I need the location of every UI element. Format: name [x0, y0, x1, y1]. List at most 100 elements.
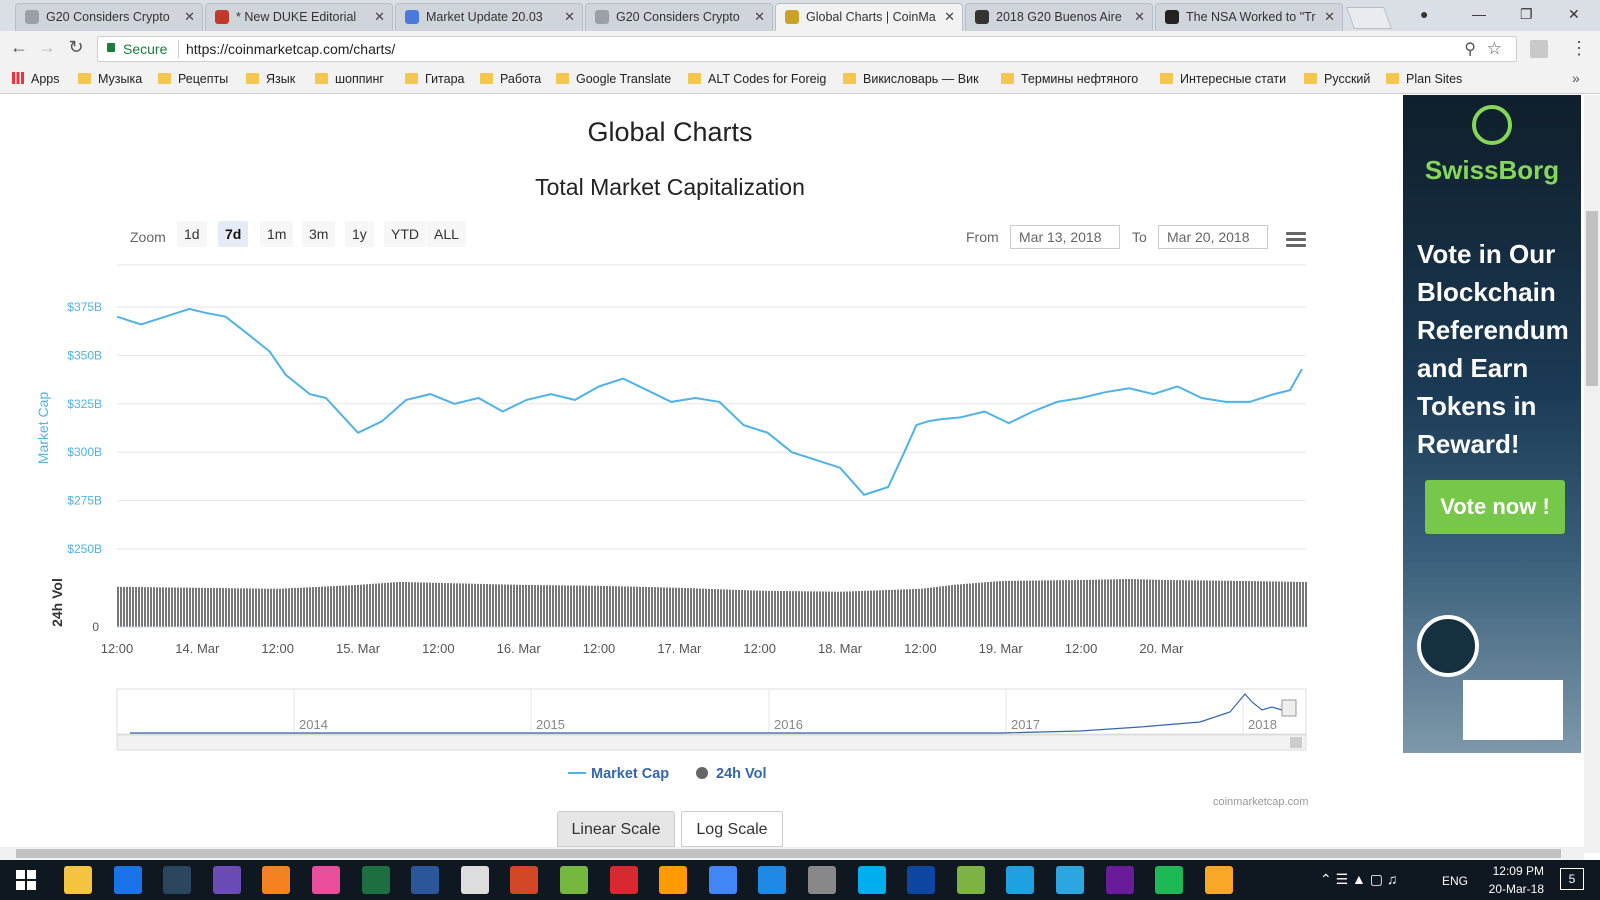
file-explorer-icon[interactable]	[64, 866, 92, 894]
app-icon[interactable]	[1105, 866, 1134, 894]
chart-menu-icon[interactable]	[1286, 232, 1306, 250]
app-icon[interactable]	[808, 866, 836, 894]
browser-tab[interactable]: G20 Considers Crypto ✕	[15, 3, 203, 31]
reload-icon[interactable]: ↻	[68, 37, 84, 57]
tab-close-icon[interactable]: ✕	[1134, 9, 1145, 24]
app-icon[interactable]	[758, 866, 787, 894]
market-cap-line[interactable]	[116, 307, 1303, 496]
browser-tab[interactable]: The NSA Worked to "Tr ✕	[1155, 3, 1343, 31]
app-icon[interactable]	[956, 866, 985, 894]
to-date-input[interactable]: Mar 20, 2018	[1158, 225, 1268, 249]
system-tray-icons[interactable]: ⌃ ☰ ▲ ▢ ♫	[1320, 871, 1398, 887]
app-icon[interactable]	[1204, 866, 1233, 894]
legend-market-cap[interactable]: Market Cap	[568, 766, 669, 782]
bookmark-item[interactable]: Русский	[1304, 72, 1370, 86]
app-icon[interactable]	[1006, 866, 1035, 894]
from-date-input[interactable]: Mar 13, 2018	[1010, 225, 1120, 249]
bookmark-item[interactable]: Язык	[246, 72, 295, 86]
malwarebytes-icon[interactable]	[907, 866, 936, 894]
bookmark-item[interactable]: Музыка	[78, 72, 142, 86]
bookmark-item[interactable]: Plan Sites	[1386, 72, 1462, 86]
vertical-scroll-thumb[interactable]	[1586, 211, 1598, 386]
bookmark-item[interactable]: Интересные стати	[1160, 72, 1286, 86]
steam-icon[interactable]	[163, 866, 192, 894]
utorrent-icon[interactable]	[560, 866, 588, 894]
bookmark-item[interactable]: ALT Codes for Foreig	[688, 72, 826, 86]
tab-close-icon[interactable]: ✕	[374, 9, 385, 24]
excel-icon[interactable]	[361, 866, 390, 894]
skype-icon[interactable]	[857, 866, 886, 894]
navigator-scrollbar[interactable]	[116, 734, 1307, 751]
volume-bar	[1152, 579, 1154, 627]
language-indicator[interactable]: ENG	[1442, 874, 1469, 888]
bookmark-item[interactable]: Рецепты	[158, 72, 228, 86]
volume-bar	[1287, 581, 1289, 627]
browser-tab[interactable]: * New DUKE Editorial ✕	[205, 3, 393, 31]
start-windows-icon[interactable]	[16, 870, 36, 890]
linear-scale-button[interactable]: Linear Scale	[557, 811, 675, 847]
bookmark-item[interactable]: Google Translate	[556, 72, 671, 86]
zoom-button-3m[interactable]: 3m	[302, 221, 336, 247]
browser-tab[interactable]: G20 Considers Crypto ✕	[585, 3, 773, 31]
close-window-icon[interactable]: ✕	[1568, 6, 1580, 22]
clock-date[interactable]: 20-Mar-18	[1488, 882, 1544, 896]
zoom-button-1y[interactable]: 1y	[345, 221, 374, 247]
vlc-icon[interactable]	[262, 866, 291, 894]
powerpoint-icon[interactable]	[510, 866, 539, 894]
swissborg-ad[interactable]: SwissBorg Vote in Our Blockchain Referen…	[1403, 95, 1581, 753]
spotify-icon[interactable]	[1155, 866, 1184, 894]
browser-menu-icon[interactable]: ⋮	[1570, 38, 1588, 58]
zoom-button-1d[interactable]: 1d	[177, 221, 207, 247]
app-icon[interactable]	[212, 866, 241, 894]
extension-icon[interactable]	[1530, 40, 1548, 58]
zoom-button-ytd[interactable]: YTD	[384, 221, 426, 247]
zoom-button-all[interactable]: ALL	[427, 221, 466, 247]
itunes-icon[interactable]	[312, 866, 340, 894]
back-icon[interactable]: ←	[10, 37, 28, 57]
bookmark-item[interactable]: Работа	[480, 72, 541, 86]
tab-close-icon[interactable]: ✕	[564, 9, 575, 24]
bookmark-star-icon[interactable]: ☆	[1486, 39, 1502, 58]
bookmark-item[interactable]: Викисловарь — Вик	[843, 72, 979, 86]
more-bookmarks-icon[interactable]: »	[1572, 70, 1580, 86]
maximize-icon[interactable]: ❐	[1520, 6, 1533, 22]
market-cap-chart[interactable]: $375B $350B $325B $300B $275B $250B Market Cap…	[0, 0, 1340, 760]
zoom-icon[interactable]: ⚲	[1464, 41, 1476, 58]
chart-credit[interactable]: coinmarketcap.com	[1213, 796, 1309, 808]
acrobat-icon[interactable]	[609, 866, 638, 894]
mail-icon[interactable]	[460, 866, 489, 894]
bookmark-item[interactable]: Apps	[12, 72, 60, 86]
tab-close-icon[interactable]: ✕	[184, 9, 195, 24]
tab-close-icon[interactable]: ✕	[754, 9, 765, 24]
forward-icon[interactable]: →	[38, 37, 56, 57]
browser-tab[interactable]: Market Update 20.03 ✕	[395, 3, 583, 31]
navigator-scroll-thumb[interactable]	[1290, 737, 1302, 748]
minimize-icon[interactable]: —	[1472, 6, 1486, 22]
navigator-handle[interactable]	[1281, 699, 1297, 717]
address-bar[interactable]: Secure https://coinmarketcap.com/charts/…	[97, 36, 1517, 62]
zoom-button-7d[interactable]: 7d	[218, 221, 249, 247]
browser-tab[interactable]: Global Charts | CoinMa ✕	[775, 3, 963, 31]
chrome-icon[interactable]	[708, 866, 737, 894]
bookmark-item[interactable]: шоппинг	[315, 72, 384, 86]
word-icon[interactable]	[411, 866, 440, 894]
bookmark-item[interactable]: Термины нефтяного	[1001, 72, 1138, 86]
zoom-button-1m[interactable]: 1m	[260, 221, 294, 247]
vertical-scrollbar[interactable]	[1584, 95, 1600, 853]
tab-close-icon[interactable]: ✕	[1324, 9, 1335, 24]
browser-tab[interactable]: 2018 G20 Buenos Aire ✕	[965, 3, 1153, 31]
notifications-icon[interactable]: 5	[1560, 868, 1584, 890]
tab-close-icon[interactable]: ✕	[944, 9, 955, 24]
horizontal-scroll-thumb[interactable]	[16, 849, 1561, 858]
navigator-frame[interactable]	[116, 688, 1307, 735]
new-tab-button[interactable]	[1345, 7, 1393, 29]
log-scale-button[interactable]: Log Scale	[681, 811, 783, 847]
ad-vote-button[interactable]: Vote now !	[1425, 480, 1565, 534]
legend-vol[interactable]: 24h Vol	[696, 766, 767, 782]
shield-icon[interactable]	[113, 866, 142, 894]
clock-time[interactable]: 12:09 PM	[1492, 864, 1544, 878]
profile-icon[interactable]: ●	[1420, 6, 1429, 22]
illustrator-icon[interactable]	[659, 866, 688, 894]
telegram-icon[interactable]	[1056, 866, 1084, 894]
bookmark-item[interactable]: Гитара	[405, 72, 465, 86]
